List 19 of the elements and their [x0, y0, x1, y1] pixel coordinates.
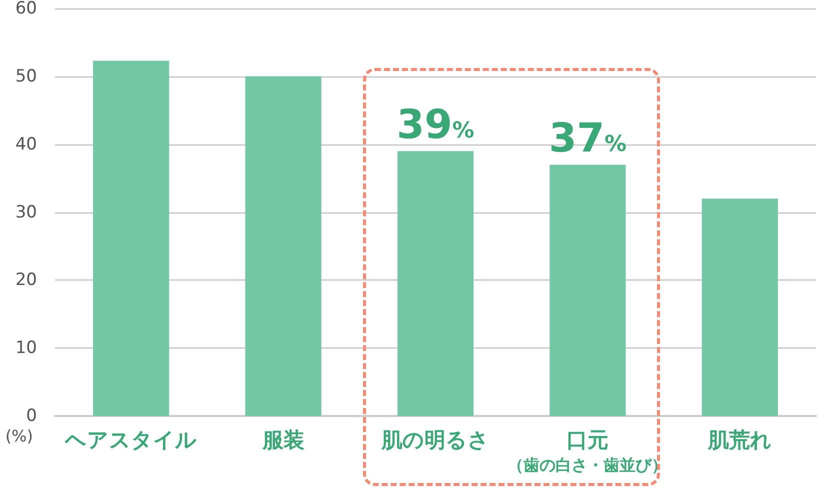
x-tick-label: ヘアスタイル: [64, 428, 198, 452]
y-tick-label: 20: [15, 270, 37, 290]
y-tick-label: 10: [15, 338, 37, 358]
bar: [397, 151, 474, 416]
y-tick-label: 50: [15, 66, 37, 86]
y-axis-title: (%): [5, 426, 33, 446]
data-label: 39%: [396, 102, 474, 148]
bar: [93, 60, 170, 416]
x-tick-label: 服装: [261, 428, 304, 452]
x-tick-label: 肌荒れ: [706, 428, 772, 452]
x-tick-label: 肌の明るさ: [380, 428, 490, 452]
y-tick-label: 30: [15, 202, 37, 222]
y-tick-label: 60: [15, 0, 37, 18]
data-label: 37%: [548, 116, 627, 162]
bar: [245, 76, 322, 416]
y-tick-label: 40: [15, 134, 37, 154]
bar: [550, 164, 626, 416]
bar: [702, 198, 778, 416]
y-tick-label: 0: [26, 406, 37, 426]
